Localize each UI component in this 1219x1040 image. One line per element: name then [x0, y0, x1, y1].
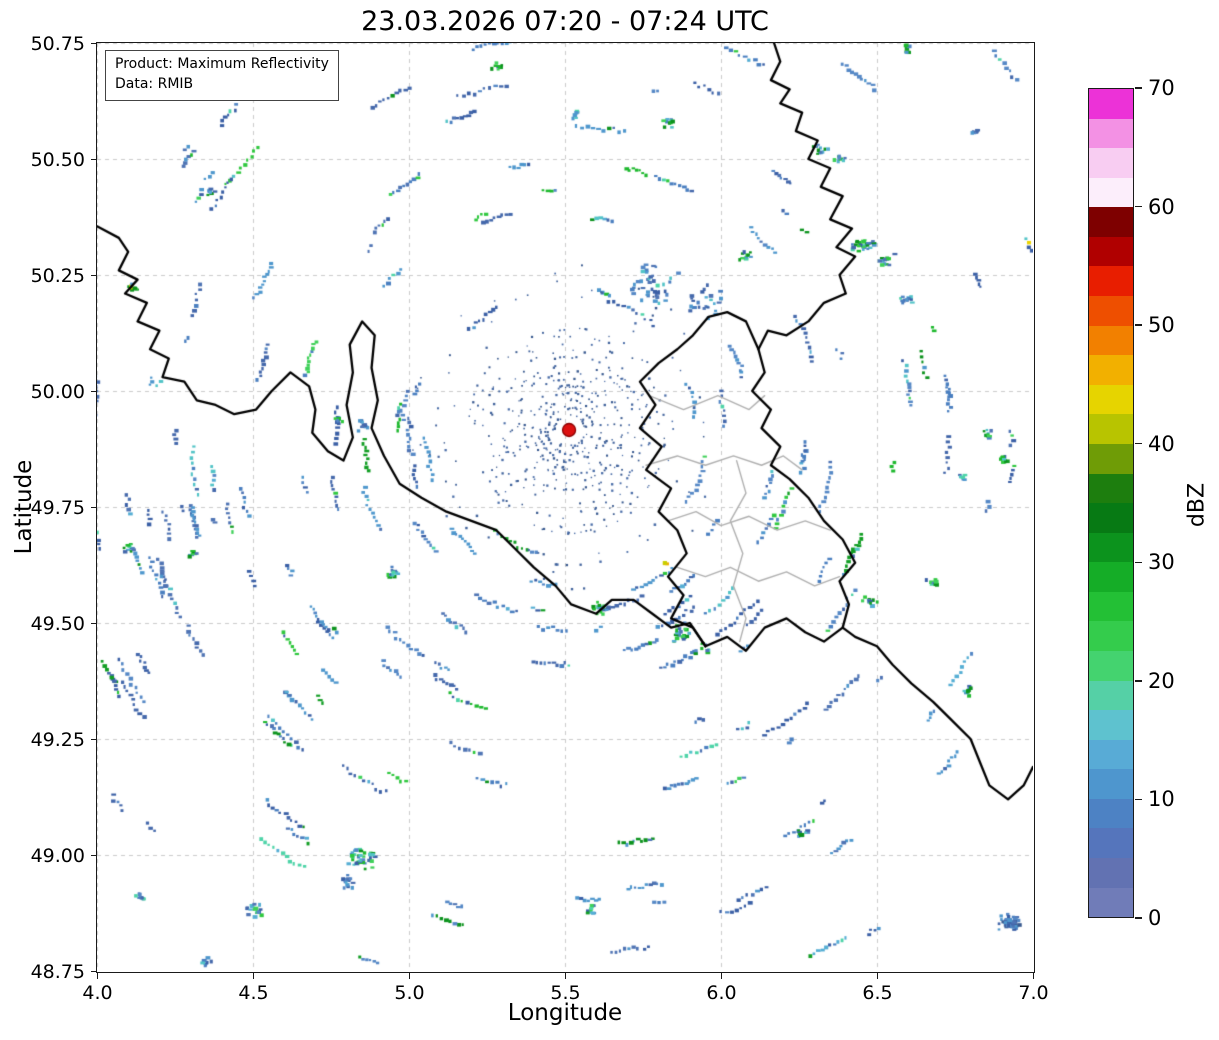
- colorbar-band: [1089, 887, 1133, 918]
- colorbar-band: [1089, 89, 1133, 119]
- colorbar-band: [1089, 177, 1133, 208]
- colorbar-tick-mark: [1135, 798, 1142, 801]
- colorbar-tick-label: 20: [1148, 668, 1175, 693]
- x-tick-mark: [564, 972, 567, 979]
- colorbar-band: [1089, 828, 1133, 859]
- colorbar-tick-mark: [1135, 680, 1142, 682]
- y-tick-label: 50.50: [30, 148, 85, 171]
- colorbar-band: [1089, 739, 1133, 770]
- radar-map-canvas: [97, 43, 1033, 971]
- colorbar-band: [1089, 710, 1133, 740]
- x-tick-label: 7.0: [1018, 981, 1049, 1004]
- colorbar-tick-mark: [1135, 87, 1142, 89]
- data-source-line: Data: RMIB: [115, 76, 194, 93]
- y-tick-label: 48.75: [30, 960, 85, 983]
- colorbar-band: [1089, 384, 1133, 415]
- x-tick-mark: [252, 972, 255, 979]
- colorbar-band: [1089, 769, 1133, 799]
- colorbar-tick-label: 50: [1148, 313, 1175, 338]
- colorbar-band: [1089, 591, 1133, 622]
- colorbar-band: [1089, 858, 1133, 888]
- colorbar-tick-label: 40: [1148, 431, 1175, 456]
- colorbar-band: [1089, 236, 1133, 267]
- x-tick-label: 5.0: [394, 981, 425, 1004]
- colorbar-band: [1089, 798, 1133, 829]
- y-tick-mark: [90, 738, 97, 741]
- y-tick-mark: [90, 970, 97, 973]
- product-line: Product: Maximum Reflectivity: [115, 56, 329, 72]
- colorbar-label: dBZ: [1184, 482, 1210, 528]
- colorbar-band: [1089, 148, 1133, 178]
- x-tick-label: 4.0: [82, 981, 113, 1004]
- colorbar: [1088, 88, 1134, 918]
- x-axis-label: Longitude: [507, 1000, 623, 1026]
- x-tick-mark: [1032, 972, 1035, 979]
- colorbar-tick-label: 10: [1148, 787, 1175, 812]
- y-tick-label: 50.00: [30, 380, 85, 403]
- colorbar-band: [1089, 532, 1133, 563]
- chart-title: 23.03.2026 07:20 - 07:24 UTC: [361, 6, 769, 37]
- colorbar-band: [1089, 325, 1133, 356]
- y-tick-label: 49.00: [30, 844, 85, 867]
- colorbar-tick-label: 0: [1148, 906, 1162, 930]
- colorbar-band: [1089, 443, 1133, 474]
- colorbar-tick-label: 70: [1148, 76, 1175, 100]
- x-tick-mark: [96, 972, 99, 979]
- y-tick-mark: [90, 854, 97, 857]
- colorbar-band: [1089, 473, 1133, 504]
- colorbar-band: [1089, 650, 1133, 681]
- y-tick-mark: [90, 274, 97, 277]
- x-tick-mark: [720, 972, 723, 979]
- x-tick-label: 6.5: [862, 981, 893, 1004]
- product-info-box: Product: Maximum Reflectivity Data: RMIB: [105, 50, 339, 101]
- y-tick-mark: [90, 506, 97, 509]
- colorbar-band: [1089, 296, 1133, 326]
- y-tick-label: 49.50: [30, 612, 85, 635]
- colorbar-tick-mark: [1135, 205, 1142, 208]
- colorbar-tick-label: 30: [1148, 550, 1175, 575]
- colorbar-tick-mark: [1135, 917, 1142, 919]
- colorbar-tick-label: 60: [1148, 194, 1175, 219]
- colorbar-tick-mark: [1135, 324, 1142, 326]
- colorbar-band: [1089, 207, 1133, 237]
- y-tick-mark: [90, 390, 97, 393]
- y-tick-mark: [90, 622, 97, 625]
- colorbar-band: [1089, 266, 1133, 297]
- y-tick-label: 49.25: [30, 728, 85, 751]
- colorbar-band: [1089, 414, 1133, 444]
- x-tick-label: 5.5: [550, 981, 581, 1004]
- y-tick-label: 49.75: [30, 496, 85, 519]
- colorbar-band: [1089, 680, 1133, 711]
- colorbar-tick-mark: [1135, 442, 1142, 445]
- colorbar-band: [1089, 562, 1133, 592]
- colorbar-band: [1089, 355, 1133, 385]
- y-tick-label: 50.75: [30, 32, 85, 55]
- x-tick-label: 6.0: [706, 981, 737, 1004]
- y-tick-mark: [90, 158, 97, 161]
- colorbar-band: [1089, 118, 1133, 149]
- x-tick-label: 4.5: [238, 981, 269, 1004]
- x-tick-mark: [408, 972, 411, 979]
- y-tick-mark: [90, 42, 97, 45]
- x-tick-mark: [876, 972, 879, 979]
- colorbar-band: [1089, 503, 1133, 533]
- colorbar-tick-mark: [1135, 561, 1142, 564]
- map-plot-area: Product: Maximum Reflectivity Data: RMIB: [96, 42, 1035, 973]
- colorbar-band: [1089, 621, 1133, 651]
- y-tick-label: 50.25: [30, 264, 85, 287]
